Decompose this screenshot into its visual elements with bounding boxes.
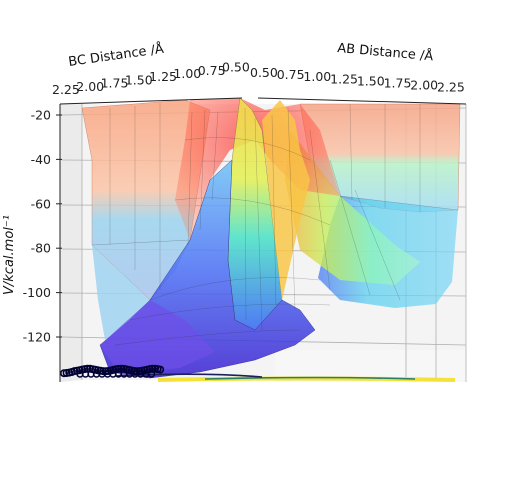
ab-tick-label: 0.75 <box>277 67 305 82</box>
v-tick-label: -100 <box>23 285 51 300</box>
trajectory-point <box>147 370 156 378</box>
bc-tick-label: 0.75 <box>198 63 226 78</box>
right-side-pane <box>275 350 466 382</box>
contour-navy <box>114 373 263 378</box>
v-tick-label: -60 <box>31 196 51 211</box>
trajectory-point <box>156 365 165 374</box>
contour-teal <box>204 376 416 380</box>
ab-tick-label: 1.25 <box>330 71 358 86</box>
v-tick-label: -20 <box>31 108 51 123</box>
ab-tick-label: 1.75 <box>384 76 412 91</box>
v-tick-label: -40 <box>31 152 51 167</box>
bc-axis: 2.252.001.751.501.251.000.750.50 BC Dist… <box>52 41 250 105</box>
ab-tick-label: 0.50 <box>250 65 278 80</box>
bc-tick-label: 2.00 <box>76 79 104 94</box>
ab-axis: 0.500.751.001.251.501.752.002.25 AB Dist… <box>250 40 467 105</box>
floor-contours <box>114 373 456 382</box>
surface-red-peak <box>175 98 340 240</box>
ab-axis-label: AB Distance /Å <box>337 40 434 64</box>
bc-tick-label: 2.25 <box>52 82 80 97</box>
bc-tick-label: 1.75 <box>101 76 129 91</box>
trajectory-point <box>148 364 157 373</box>
bc-tick-label: 1.25 <box>149 69 177 84</box>
v-axis-label: V/kcal.mol⁻¹ <box>2 215 17 295</box>
bc-tick-label: 1.00 <box>173 66 201 81</box>
v-axis: -20 -40 -60 -80 -100 -120 V/kcal.mol⁻¹ <box>2 104 62 382</box>
v-tick-label: -80 <box>31 241 51 256</box>
surface-valley-front <box>100 300 215 375</box>
left-pane <box>60 104 82 382</box>
ab-tick-label: 1.00 <box>303 69 331 84</box>
surface-mesh <box>91 103 459 346</box>
v-tick-label: -120 <box>23 330 51 345</box>
contour-yellow <box>157 376 456 382</box>
surface-right-ridge <box>262 100 310 300</box>
energy-surface <box>81 97 461 379</box>
trajectory-point <box>114 364 123 373</box>
ab-tick-label: 1.50 <box>357 73 385 88</box>
bc-tick-label: 1.50 <box>125 72 153 87</box>
trajectory-points <box>59 364 165 378</box>
surface-left-channel <box>92 245 150 340</box>
ab-tick-label: 2.25 <box>437 80 465 95</box>
ab-tick-label: 2.00 <box>410 78 438 93</box>
bc-axis-label: BC Distance /Å <box>67 41 165 70</box>
bc-tick-label: 0.50 <box>222 60 250 75</box>
